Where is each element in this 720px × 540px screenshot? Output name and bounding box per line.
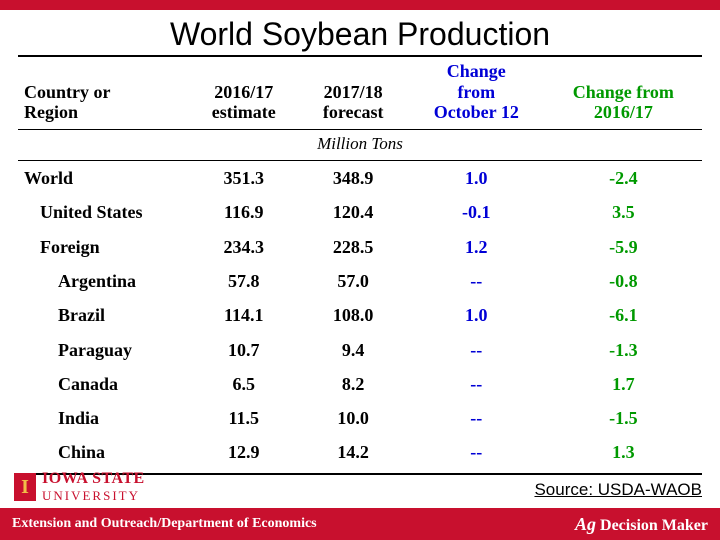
cell-fcst: 108.0 [298,298,407,332]
cell-fcst: 9.4 [298,333,407,367]
top-bar [0,0,720,10]
cell-fcst: 120.4 [298,195,407,229]
cell-est: 6.5 [189,367,298,401]
cell-est: 12.9 [189,435,298,473]
units-label: Million Tons [18,130,702,161]
cell-chgYr: -1.3 [545,333,702,367]
cell-region: India [18,401,189,435]
cell-region: Foreign [18,230,189,264]
col-header-est: 2016/17 estimate [189,56,298,130]
cell-chgYr: -0.8 [545,264,702,298]
table-row: Paraguay10.79.4---1.3 [18,333,702,367]
cell-chgOct: -- [408,435,545,473]
footer-bar: Extension and Outreach/Department of Eco… [0,508,720,540]
cell-chgYr: -2.4 [545,161,702,196]
cell-est: 116.9 [189,195,298,229]
cell-est: 10.7 [189,333,298,367]
cell-est: 351.3 [189,161,298,196]
cell-fcst: 348.9 [298,161,407,196]
cell-fcst: 8.2 [298,367,407,401]
cell-est: 114.1 [189,298,298,332]
production-table: Country or Region2016/17 estimate2017/18… [0,55,720,475]
cell-est: 11.5 [189,401,298,435]
cell-chgOct: -- [408,264,545,298]
cell-chgOct: 1.0 [408,161,545,196]
table-row: Brazil114.1108.01.0-6.1 [18,298,702,332]
cell-chgOct: 1.2 [408,230,545,264]
cell-region: Argentina [18,264,189,298]
university-logo: I IOWA STATE UNIVERSITY [14,470,145,504]
source-credit: Source: USDA-WAOB [534,480,702,500]
cell-chgOct: 1.0 [408,298,545,332]
cell-chgYr: 1.3 [545,435,702,473]
cell-chgYr: 3.5 [545,195,702,229]
cell-chgYr: -1.5 [545,401,702,435]
cell-fcst: 14.2 [298,435,407,473]
cell-chgYr: -5.9 [545,230,702,264]
table-row: Canada6.58.2--1.7 [18,367,702,401]
logo-i-icon: I [14,473,36,501]
col-header-region: Country or Region [18,56,189,130]
logo-line2: UNIVERSITY [42,488,145,504]
cell-region: Canada [18,367,189,401]
table-row: Foreign234.3228.51.2-5.9 [18,230,702,264]
col-header-chgOct: Change from October 12 [408,56,545,130]
cell-region: China [18,435,189,473]
cell-fcst: 10.0 [298,401,407,435]
cell-chgYr: -6.1 [545,298,702,332]
cell-est: 57.8 [189,264,298,298]
table-row: India11.510.0---1.5 [18,401,702,435]
cell-fcst: 228.5 [298,230,407,264]
cell-est: 234.3 [189,230,298,264]
cell-chgOct: -- [408,333,545,367]
table-row: Argentina57.857.0---0.8 [18,264,702,298]
footer-department: Extension and Outreach/Department of Eco… [12,516,317,532]
page-title: World Soybean Production [0,10,720,55]
cell-region: World [18,161,189,196]
table-row: China12.914.2--1.3 [18,435,702,473]
cell-chgYr: 1.7 [545,367,702,401]
logo-line1: IOWA STATE [42,470,145,488]
col-header-fcst: 2017/18 forecast [298,56,407,130]
table-row: United States116.9120.4-0.13.5 [18,195,702,229]
cell-chgOct: -- [408,367,545,401]
cell-chgOct: -0.1 [408,195,545,229]
cell-region: United States [18,195,189,229]
footer-brand: Ag Decision Maker [575,514,708,535]
col-header-chgYr: Change from 2016/17 [545,56,702,130]
cell-fcst: 57.0 [298,264,407,298]
cell-region: Paraguay [18,333,189,367]
cell-chgOct: -- [408,401,545,435]
table-row: World351.3348.91.0-2.4 [18,161,702,196]
cell-region: Brazil [18,298,189,332]
